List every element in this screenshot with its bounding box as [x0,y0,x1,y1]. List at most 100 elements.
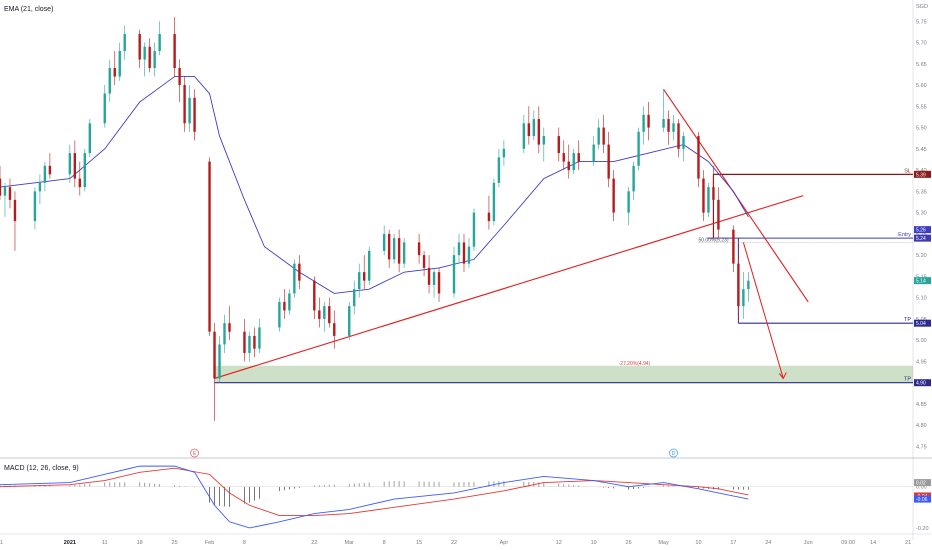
candle-body [437,272,441,294]
candle-body [632,165,635,192]
price-tag [914,319,931,327]
candle-body [248,335,251,353]
candle-body [223,323,226,345]
candle-body [253,335,256,349]
y-tick-label: 4.75 [916,444,927,450]
candle-body [472,212,476,247]
y-tick-label: 5.75 [916,19,927,25]
candle-body [143,46,146,60]
candle-body [348,306,351,336]
projection-arrowhead [778,372,787,380]
candle-body [747,280,750,290]
last-price-label: 5.14 [916,279,926,285]
candle-body [118,51,121,77]
price-tag-label: 5.39 [916,172,926,178]
macd-line [0,465,749,529]
zone-label: -27.20%(4.94) [619,361,651,367]
candle-body [3,187,7,196]
event-marker-label: E [193,451,197,457]
candle-body [123,34,126,52]
candle-body [737,263,740,307]
candle-body [113,68,116,77]
event-marker [669,448,678,458]
x-tick-label: 21 [0,540,3,546]
candle-body [193,97,196,132]
candle-body [592,144,595,162]
ema-legend: EMA (21, close) [4,6,54,13]
price-line-label: TP [904,377,911,383]
price-tag-label: 5.26 [916,228,926,234]
last-price-tag [914,277,931,285]
x-tick-label: 17 [730,540,736,546]
candle-body [607,144,610,179]
candle-body [502,148,506,158]
candle-body [707,187,710,213]
x-tick-label: Apr [500,540,509,546]
candle-body [103,93,106,124]
rising-trendline [214,195,804,379]
x-tick-label: 22 [311,540,317,546]
candle-body [397,238,401,264]
y-tick-label: 4.80 [916,423,927,429]
candle-body [647,114,650,128]
candle-body [532,119,536,137]
candle-body [43,165,47,183]
macd-value-tag [914,479,931,487]
candle-body [293,263,296,294]
candle-body [612,178,615,213]
candle-body [732,229,735,264]
y-tick-label: 5.35 [916,189,927,195]
candle-body [682,136,685,149]
x-tick-label: 22 [451,540,457,546]
y-tick-label: 4.95 [916,359,927,365]
price-tag-label: 5.24 [916,236,926,242]
projection-arrow [742,242,784,379]
candle-body [358,272,361,290]
candle-body [68,153,72,175]
price-tag [914,379,931,387]
candle-body [183,85,186,124]
x-tick-label: 19 [591,540,597,546]
candle-body [333,323,336,336]
y-tick-label: 4.85 [916,402,927,408]
x-tick-label: 26 [626,540,632,546]
candle-body [148,46,151,69]
candle-body [662,119,665,128]
macd-value-label: -0.06 [916,497,928,503]
candle-body [108,68,111,94]
y-tick-label: 5.70 [916,41,927,47]
candle-body [243,331,246,353]
y-tick-label: 5.65 [916,62,927,68]
candle-body [637,131,640,166]
candle-body [38,182,42,192]
candle-body [667,119,670,132]
x-tick-label: 12 [556,540,562,546]
candle-body [542,136,546,145]
y-tick-label: 5.10 [916,296,927,302]
candle-body [278,301,281,328]
price-tag-label: 5.04 [916,321,926,327]
x-tick-label: Feb [205,540,214,546]
candle-body [422,255,426,268]
candle-body [417,242,421,256]
candle-body [467,246,471,264]
candle-body [353,289,356,307]
candle-body [717,199,720,230]
price-line-label: SL [904,168,911,174]
x-tick-label: 2021 [64,540,76,546]
candle-body [258,327,261,349]
candle-body [48,165,52,175]
candle-body [178,68,181,86]
candle-body [0,178,2,196]
candle-body [83,153,87,188]
candle-body [8,187,12,200]
price-tag [914,234,931,242]
candle-body [672,123,675,132]
x-tick-label: Jun [804,540,813,546]
candle-body [298,263,301,281]
x-tick-label: 8 [243,540,246,546]
x-tick-label: Mar [344,540,354,546]
y-tick-label: 5.55 [916,104,927,110]
